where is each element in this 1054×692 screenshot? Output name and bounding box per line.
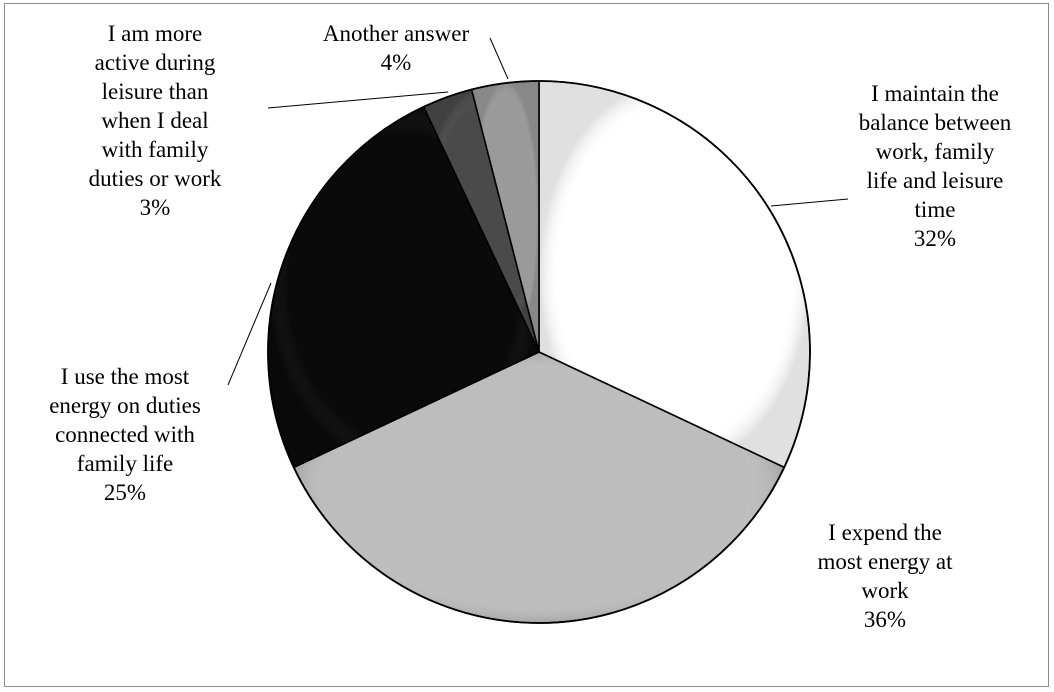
leader-line-5: [489, 37, 509, 80]
slice-label-1: I maintain the balance between work, famil…: [859, 81, 1012, 251]
slice-label-line: energy on duties: [49, 393, 201, 418]
slice-label-line: I expend the: [828, 520, 942, 545]
slice-label-line: leisure than: [102, 79, 209, 104]
slice-label-line: time: [915, 197, 956, 222]
slice-label-line: work, family: [876, 139, 995, 164]
pie-slice-shading-5: [471, 81, 539, 352]
slice-labels: I maintain the balance between work, famil…: [49, 21, 1012, 632]
leader-line-3: [227, 282, 272, 386]
slice-label-4: I am more active during leisure than when I…: [89, 21, 222, 220]
slice-label-line: I maintain the: [871, 81, 999, 106]
slice-label-line: when I deal: [101, 108, 208, 133]
pie-slice-shading-4: [423, 89, 539, 352]
slice-label-line: most energy at: [818, 549, 954, 574]
slice-label-line: Another answer: [323, 21, 470, 46]
leader-line-4: [267, 91, 449, 109]
slice-label-line: active during: [95, 50, 216, 75]
leader-lines: [227, 37, 849, 386]
slice-value-label: 36%: [864, 607, 906, 632]
slice-label-line: duties or work: [89, 166, 222, 191]
slice-label-line: balance between: [859, 110, 1012, 135]
slice-label-3: I use the most energy on duties connected …: [49, 364, 201, 505]
pie-slice-shading-3: [267, 106, 539, 468]
leader-line-1: [770, 198, 849, 207]
slice-label-line: I am more: [108, 21, 203, 46]
slice-label-line: with family: [102, 137, 209, 162]
pie-slice-shading-2: [293, 352, 785, 623]
pie-slices: [267, 80, 811, 624]
slice-label-2: I expend the most energy at work 36%: [818, 520, 954, 632]
slice-label-line: work: [861, 578, 909, 603]
slice-value-label: 25%: [104, 480, 146, 505]
pie-outline: [267, 80, 811, 624]
slice-value-label: 32%: [914, 226, 956, 251]
slice-value-label: 3%: [140, 195, 171, 220]
pie-slice-shading-1: [539, 81, 810, 468]
slice-label-line: connected with: [55, 422, 195, 447]
slice-label-5: Another answer 4%: [323, 21, 470, 75]
slice-value-label: 4%: [381, 50, 412, 75]
slice-label-line: life and leisure: [867, 168, 1004, 193]
slice-label-line: I use the most: [61, 364, 190, 389]
slice-label-line: family life: [77, 451, 173, 476]
